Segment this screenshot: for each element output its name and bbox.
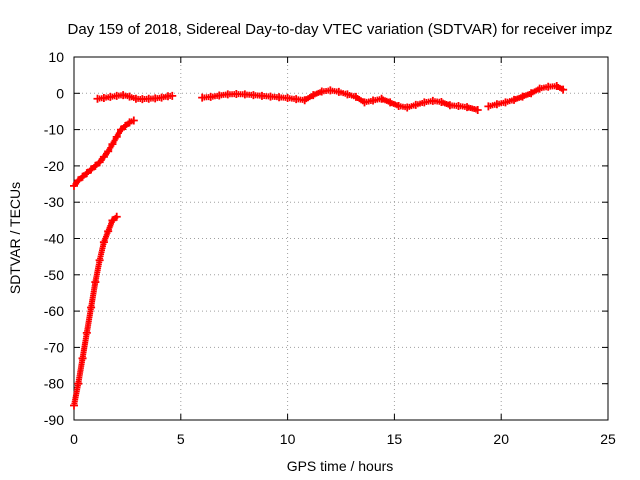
x-tick-label: 5 bbox=[177, 431, 185, 447]
y-tick-label: 0 bbox=[56, 85, 64, 101]
x-axis-label: GPS time / hours bbox=[287, 458, 394, 474]
y-tick-label: -50 bbox=[44, 267, 64, 283]
y-tick-label: -10 bbox=[44, 122, 64, 138]
y-tick-label: -40 bbox=[44, 231, 64, 247]
data-points bbox=[70, 82, 568, 410]
y-tick-label: -80 bbox=[44, 376, 64, 392]
x-tick-label: 0 bbox=[70, 431, 78, 447]
x-tick-label: 25 bbox=[600, 431, 616, 447]
series-segment-2 bbox=[70, 116, 138, 190]
series-segment-4 bbox=[198, 86, 482, 114]
data-point bbox=[112, 212, 121, 221]
tick-labels: 0 5 10 15 20 25 -90 -80 -70 -60 -50 -40 -30 -20 -10 0 10 bbox=[44, 49, 616, 447]
y-tick-label: -70 bbox=[44, 339, 64, 355]
y-axis-label: SDTVAR / TECUs bbox=[7, 182, 23, 294]
x-tick-label: 10 bbox=[280, 431, 296, 447]
series-segment-5 bbox=[484, 82, 568, 111]
y-tick-label: 10 bbox=[48, 49, 64, 65]
y-tick-label: -20 bbox=[44, 158, 64, 174]
data-point bbox=[129, 116, 138, 125]
data-point bbox=[112, 132, 121, 141]
data-point bbox=[168, 91, 177, 100]
series-segment-3 bbox=[93, 91, 177, 104]
x-tick-label: 20 bbox=[493, 431, 509, 447]
chart-title: Day 159 of 2018, Sidereal Day-to-day VTE… bbox=[68, 21, 613, 38]
data-point bbox=[95, 158, 104, 167]
data-point bbox=[108, 140, 117, 149]
x-tick-label: 15 bbox=[387, 431, 403, 447]
data-point bbox=[70, 181, 78, 190]
data-point bbox=[104, 147, 113, 156]
y-tick-label: -30 bbox=[44, 194, 64, 210]
series-segment-1 bbox=[70, 212, 121, 410]
y-tick-label: -90 bbox=[44, 412, 64, 428]
grid-lines bbox=[74, 57, 608, 420]
data-point bbox=[99, 152, 108, 161]
y-tick-label: -60 bbox=[44, 303, 64, 319]
data-point bbox=[559, 85, 568, 94]
data-point bbox=[473, 105, 482, 114]
